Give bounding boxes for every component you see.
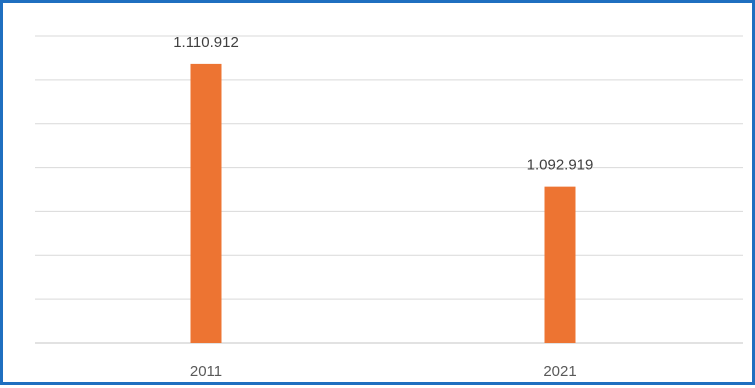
bar-2011	[190, 63, 222, 343]
x-tick-label-2021: 2021	[543, 363, 576, 380]
bar-chart: 1.110.912 1.092.919 2011 2021	[35, 34, 743, 380]
data-label-2011: 1.110.912	[173, 34, 239, 51]
data-labels: 1.110.912 1.092.919	[173, 34, 593, 174]
x-axis-tick-labels: 2011 2021	[190, 363, 577, 380]
gridlines	[35, 35, 743, 344]
bars	[190, 63, 576, 343]
bar-2021	[544, 186, 576, 343]
data-label-2021: 1.092.919	[527, 157, 594, 174]
x-tick-label-2011: 2011	[190, 363, 222, 380]
